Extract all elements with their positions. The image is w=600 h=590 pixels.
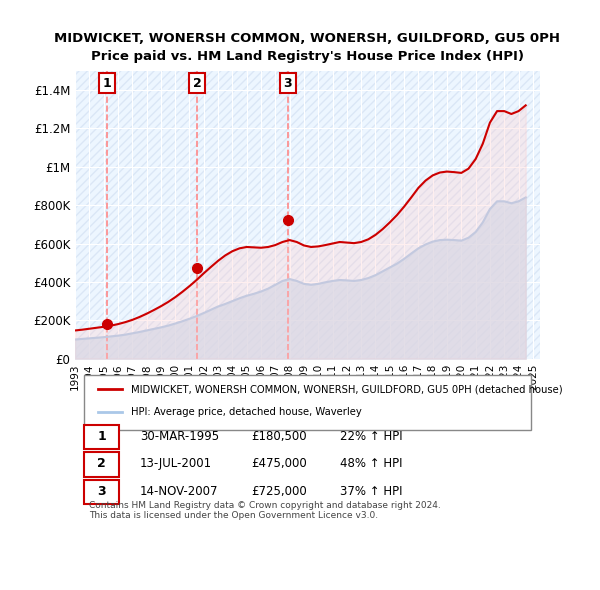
Text: MIDWICKET, WONERSH COMMON, WONERSH, GUILDFORD, GU5 0PH (detached house): MIDWICKET, WONERSH COMMON, WONERSH, GUIL… [131,384,562,394]
Text: 48% ↑ HPI: 48% ↑ HPI [340,457,403,470]
FancyBboxPatch shape [84,452,119,477]
Title: MIDWICKET, WONERSH COMMON, WONERSH, GUILDFORD, GU5 0PH
Price paid vs. HM Land Re: MIDWICKET, WONERSH COMMON, WONERSH, GUIL… [55,32,560,63]
FancyBboxPatch shape [84,425,119,449]
Text: HPI: Average price, detached house, Waverley: HPI: Average price, detached house, Wave… [131,407,362,417]
Text: Contains HM Land Registry data © Crown copyright and database right 2024.
This d: Contains HM Land Registry data © Crown c… [89,501,440,520]
Text: 2: 2 [193,77,202,90]
FancyBboxPatch shape [84,480,119,504]
Text: 2: 2 [97,457,106,470]
Text: £475,000: £475,000 [252,457,307,470]
Text: 14-NOV-2007: 14-NOV-2007 [140,484,218,497]
Text: 3: 3 [283,77,292,90]
Text: 30-MAR-1995: 30-MAR-1995 [140,430,219,442]
Text: 13-JUL-2001: 13-JUL-2001 [140,457,212,470]
Text: 1: 1 [97,430,106,442]
Text: 37% ↑ HPI: 37% ↑ HPI [340,484,403,497]
Text: 1: 1 [103,77,112,90]
Text: £725,000: £725,000 [252,484,307,497]
Bar [75,71,540,359]
Text: 22% ↑ HPI: 22% ↑ HPI [340,430,403,442]
Text: 3: 3 [97,484,106,497]
Text: £180,500: £180,500 [252,430,307,442]
FancyBboxPatch shape [84,375,531,430]
